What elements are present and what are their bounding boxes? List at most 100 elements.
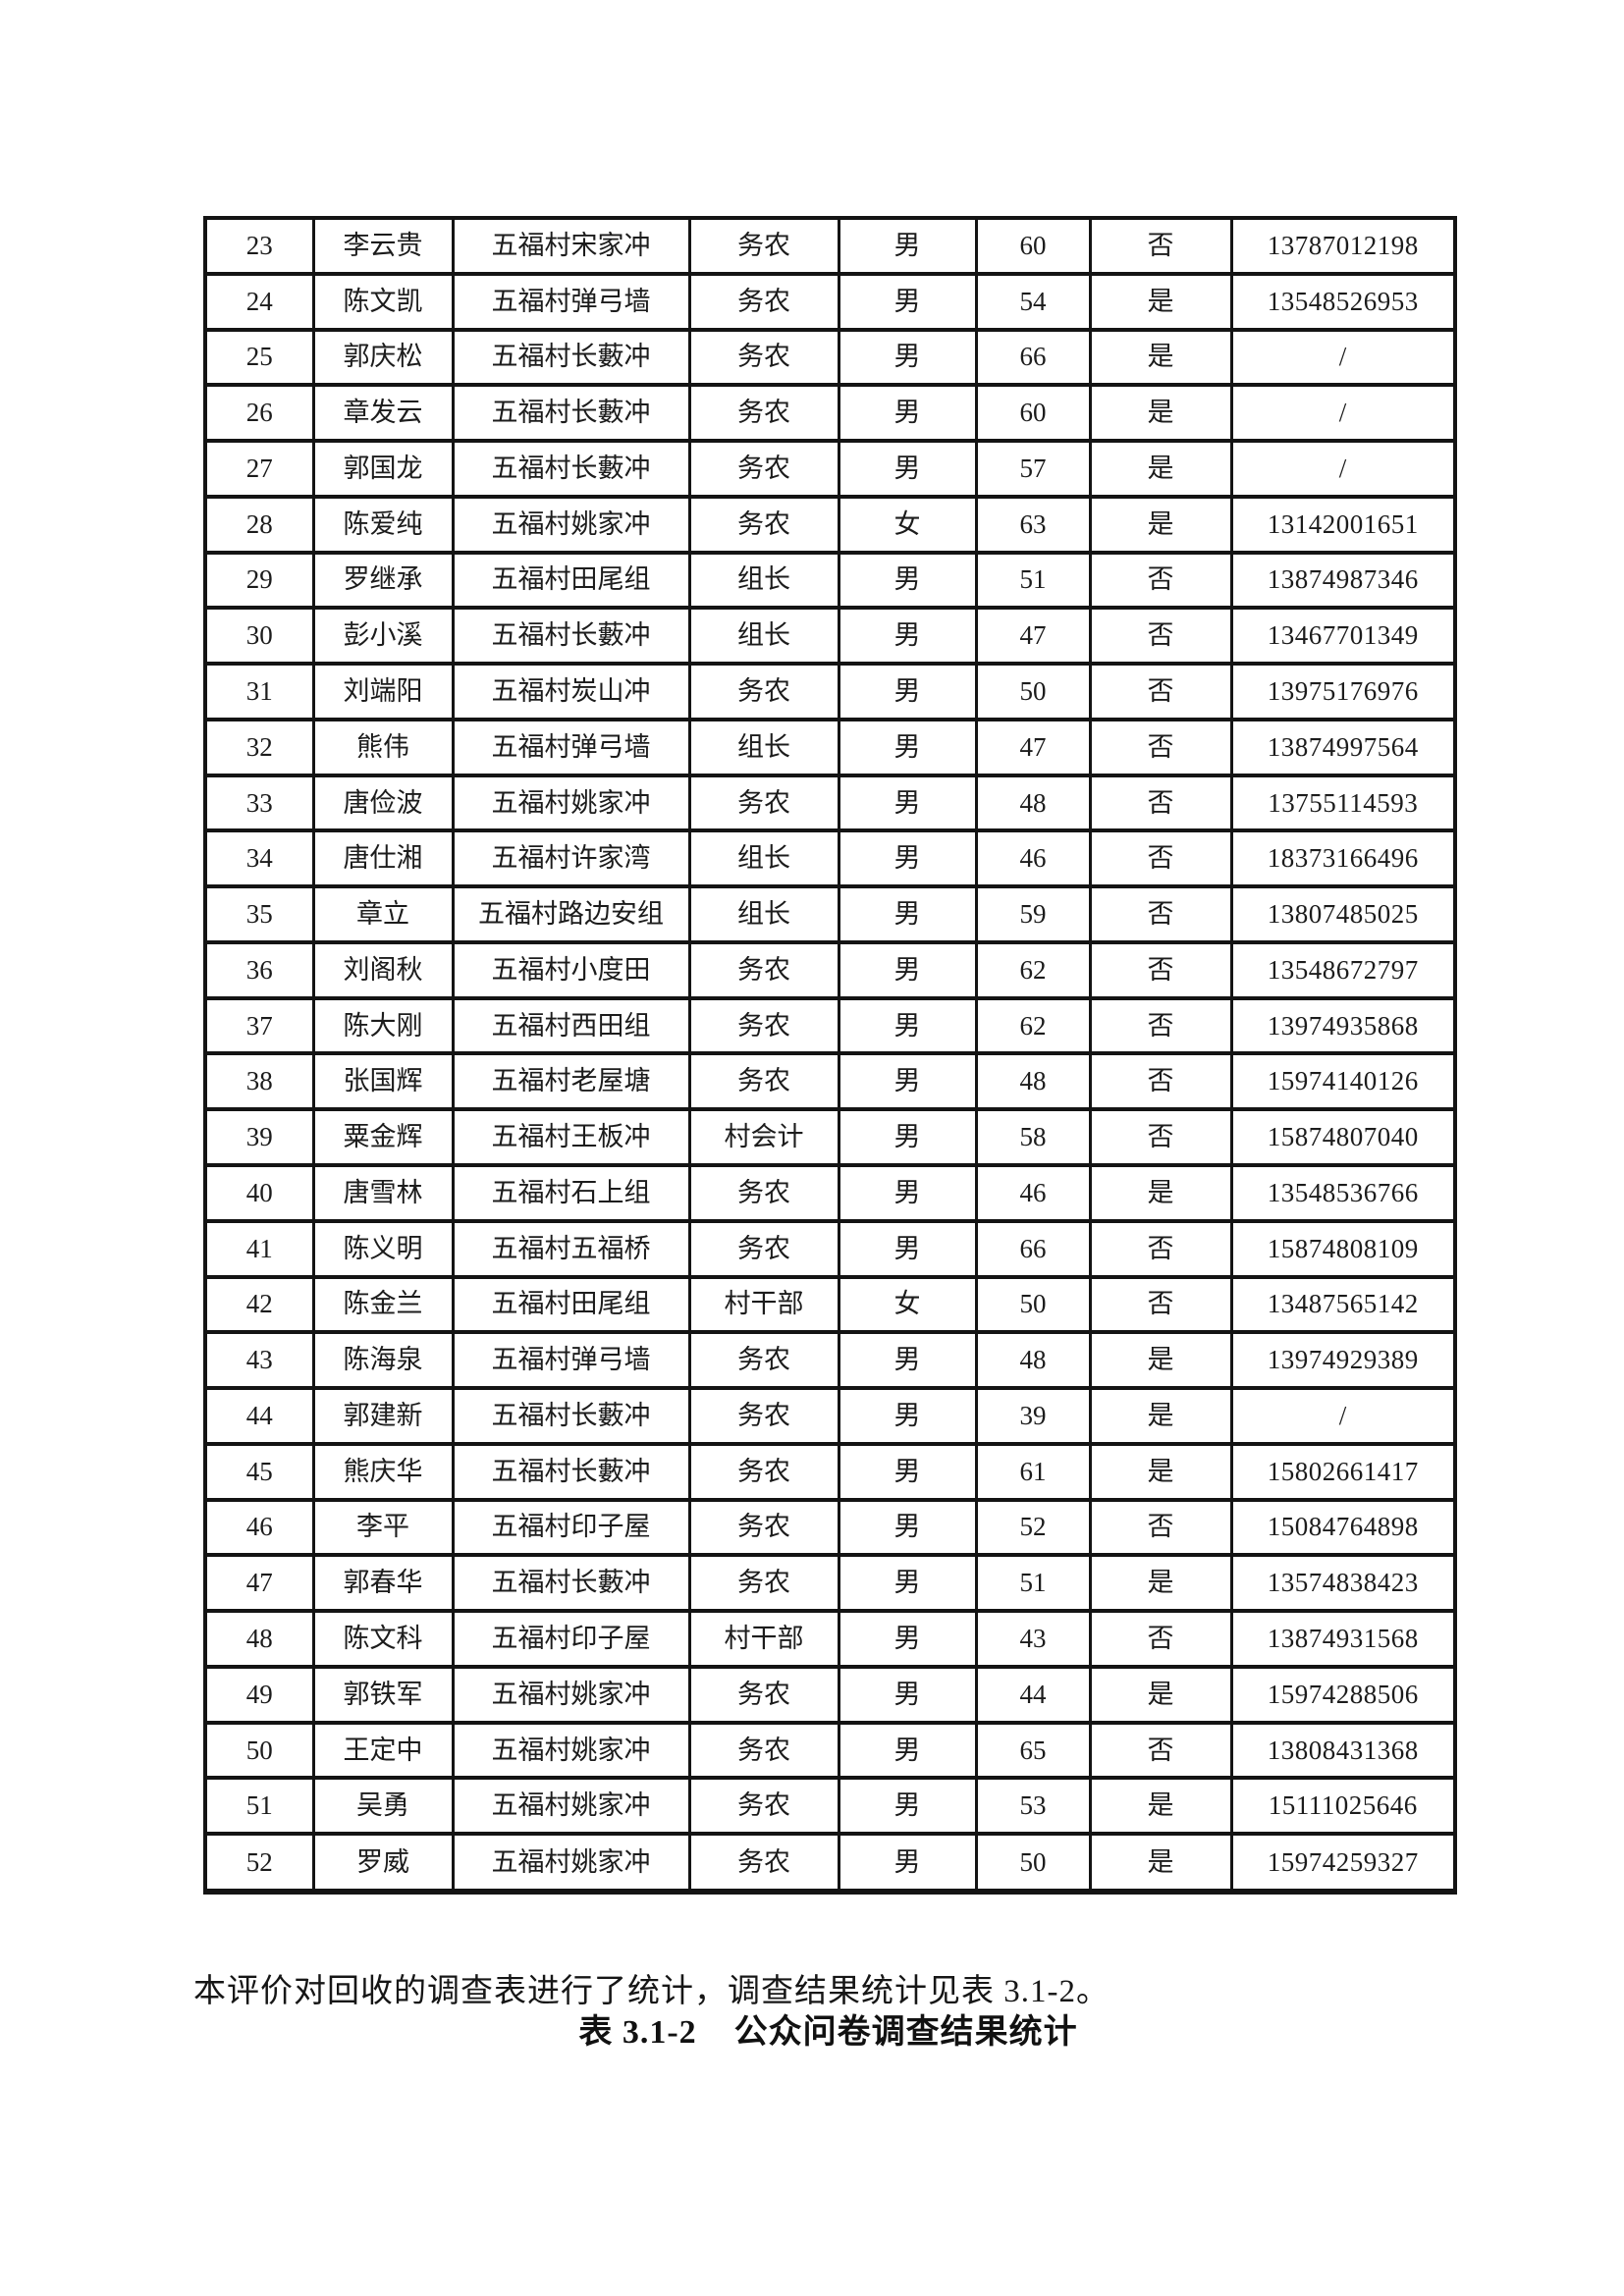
cell-phone: / <box>1229 1386 1457 1446</box>
cell-answer: 是 <box>1088 1776 1233 1837</box>
cell-name: 陈文科 <box>311 1609 455 1669</box>
cell-answer: 否 <box>1088 1497 1233 1558</box>
cell-address: 五福村姚家冲 <box>451 1776 691 1837</box>
summary-paragraph: 本评价对回收的调查表进行了统计，调查结果统计见表 3.1-2。 <box>193 1974 1110 2009</box>
cell-name: 郭庆松 <box>311 327 455 388</box>
cell-name: 陈海泉 <box>311 1330 455 1391</box>
cell-serial: 43 <box>203 1330 315 1391</box>
cell-occupation: 组长 <box>687 884 840 944</box>
cell-age: 60 <box>974 216 1092 276</box>
cell-serial: 48 <box>203 1609 315 1669</box>
cell-serial: 46 <box>203 1497 315 1558</box>
cell-answer: 否 <box>1088 995 1233 1056</box>
table-row: 26 章发云 五福村长藪冲 务农男 60 是 / <box>203 383 1457 444</box>
table-row: 46 李平 五福村印子屋 务农男 52 否 15084764898 <box>203 1497 1457 1558</box>
cell-name: 张国辉 <box>311 1051 455 1112</box>
cell-gender: 男 <box>837 662 978 721</box>
cell-serial: 37 <box>203 995 315 1056</box>
cell-serial: 34 <box>203 828 315 889</box>
cell-answer: 否 <box>1088 550 1233 611</box>
cell-age: 48 <box>974 773 1092 833</box>
cell-address: 五福村长藪冲 <box>451 439 691 499</box>
cell-address: 五福村弹弓墙 <box>451 717 691 777</box>
cell-name: 吴勇 <box>311 1776 455 1837</box>
cell-serial: 25 <box>203 327 315 388</box>
cell-gender: 男 <box>837 383 978 444</box>
cell-answer: 否 <box>1088 939 1233 1000</box>
cell-answer: 是 <box>1088 494 1233 555</box>
cell-name: 郭铁军 <box>311 1664 455 1725</box>
cell-phone: 13487565142 <box>1229 1274 1457 1335</box>
cell-address: 五福村姚家冲 <box>451 1832 691 1894</box>
cell-gender: 男 <box>837 1776 978 1837</box>
table-caption: 表 3.1-2 公众问卷调查结果统计 <box>203 2004 1453 2053</box>
table-row: 49 郭铁军 五福村姚家冲 务农男 44 是 15974288506 <box>203 1664 1457 1725</box>
table-row: 34 唐仕湘 五福村许家湾 组长男 46 否 18373166496 <box>203 828 1457 889</box>
cell-occupation: 村会计 <box>687 1107 840 1168</box>
cell-address: 五福村炭山冲 <box>451 662 691 721</box>
cell-occupation: 村干部 <box>687 1274 840 1335</box>
cell-serial: 42 <box>203 1274 315 1335</box>
cell-phone: 13807485025 <box>1229 884 1457 944</box>
cell-age: 66 <box>974 1218 1092 1279</box>
cell-answer: 否 <box>1088 606 1233 667</box>
cell-occupation: 务农 <box>687 494 840 555</box>
cell-occupation: 组长 <box>687 550 840 611</box>
cell-occupation: 务农 <box>687 995 840 1056</box>
cell-occupation: 务农 <box>687 1776 840 1837</box>
cell-occupation: 务农 <box>687 773 840 833</box>
cell-phone: 15974259327 <box>1229 1832 1457 1894</box>
cell-name: 李平 <box>311 1497 455 1558</box>
cell-address: 五福村田尾组 <box>451 1274 691 1335</box>
cell-gender: 男 <box>837 773 978 833</box>
cell-serial: 45 <box>203 1441 315 1502</box>
cell-serial: 40 <box>203 1163 315 1223</box>
table-row: 43 陈海泉 五福村弹弓墙 务农男 48 是 13974929389 <box>203 1330 1457 1391</box>
cell-occupation: 务农 <box>687 1720 840 1781</box>
cell-occupation: 务农 <box>687 1330 840 1391</box>
cell-age: 59 <box>974 884 1092 944</box>
table-row: 39 粟金辉 五福村王板冲 村会计男 58 否 15874807040 <box>203 1107 1457 1168</box>
cell-answer: 是 <box>1088 439 1233 499</box>
table-row: 41 陈义明 五福村五福桥 务农男 66 否 15874808109 <box>203 1218 1457 1279</box>
cell-age: 61 <box>974 1441 1092 1502</box>
table-caption-title: 公众问卷调查结果统计 <box>733 2014 1078 2051</box>
cell-address: 五福村姚家冲 <box>451 1664 691 1725</box>
cell-gender: 男 <box>837 1218 978 1279</box>
cell-address: 五福村石上组 <box>451 1163 691 1223</box>
cell-gender: 男 <box>837 1720 978 1781</box>
survey-table-body: 23 李云贵 五福村宋家冲 务农男 60 否 13787012198 24 陈文凯 五福村弹弓墙务… <box>203 216 1457 1894</box>
cell-name: 郭春华 <box>311 1553 455 1614</box>
cell-gender: 女 <box>837 494 978 555</box>
cell-address: 五福村弹弓墙 <box>451 271 691 332</box>
cell-name: 唐雪林 <box>311 1163 455 1223</box>
cell-serial: 44 <box>203 1386 315 1446</box>
cell-answer: 是 <box>1088 1163 1233 1223</box>
cell-occupation: 务农 <box>687 383 840 444</box>
cell-phone: 13548536766 <box>1229 1163 1457 1223</box>
table-row: 31 刘端阳 五福村炭山冲 务农男 50 否 13975176976 <box>203 662 1457 721</box>
cell-age: 48 <box>974 1051 1092 1112</box>
cell-gender: 男 <box>837 1386 978 1446</box>
cell-gender: 男 <box>837 1107 978 1168</box>
table-row: 47 郭春华 五福村长藪冲 务农男 51 是 13574838423 <box>203 1553 1457 1614</box>
cell-name: 章发云 <box>311 383 455 444</box>
cell-phone: / <box>1229 327 1457 388</box>
table-row: 45 熊庆华 五福村长藪冲 务农男 61 是 15802661417 <box>203 1441 1457 1502</box>
cell-serial: 51 <box>203 1776 315 1837</box>
table-row: 40 唐雪林 五福村石上组 务农男 46 是 13548536766 <box>203 1163 1457 1223</box>
cell-occupation: 组长 <box>687 828 840 889</box>
cell-occupation: 务农 <box>687 1664 840 1725</box>
cell-serial: 38 <box>203 1051 315 1112</box>
cell-occupation: 务农 <box>687 216 840 276</box>
cell-phone: 13142001651 <box>1229 494 1457 555</box>
cell-occupation: 务农 <box>687 662 840 721</box>
cell-name: 陈爱纯 <box>311 494 455 555</box>
cell-phone: 13874997564 <box>1229 717 1457 777</box>
cell-age: 47 <box>974 606 1092 667</box>
cell-phone: 13755114593 <box>1229 773 1457 833</box>
cell-name: 陈大刚 <box>311 995 455 1056</box>
cell-name: 章立 <box>311 884 455 944</box>
table-row: 24 陈文凯 五福村弹弓墙 务农男 54 是 13548526953 <box>203 271 1457 332</box>
